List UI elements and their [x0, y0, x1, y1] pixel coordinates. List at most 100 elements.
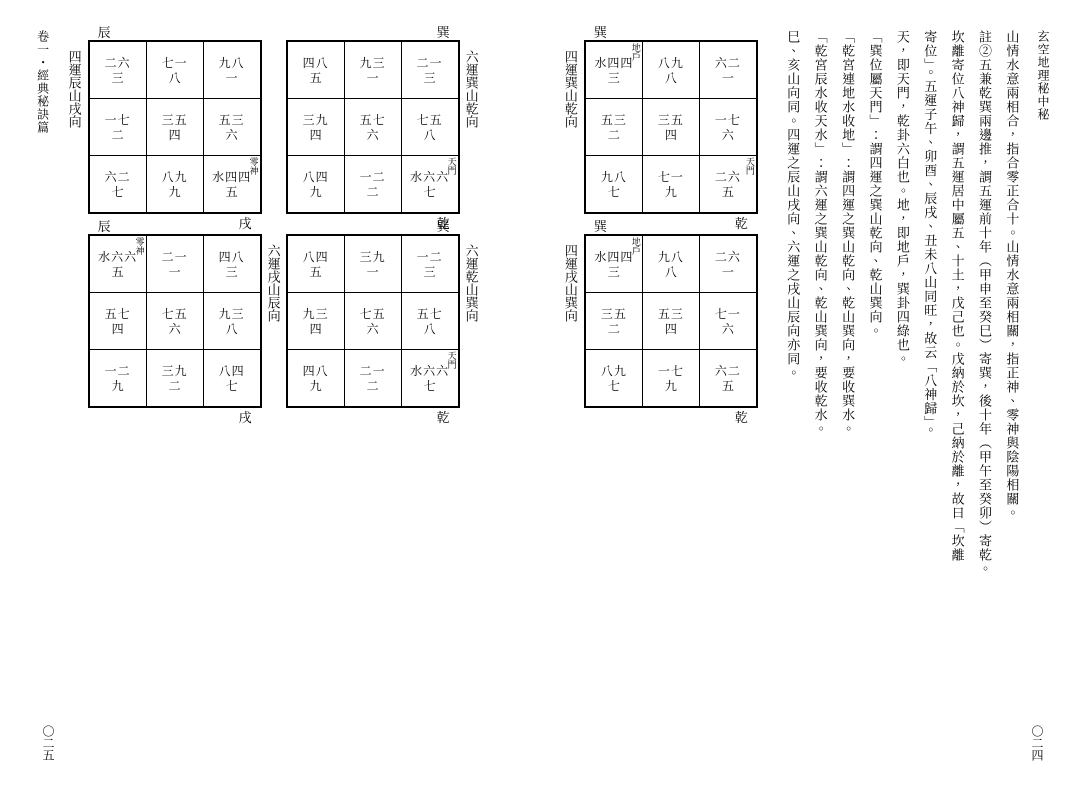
cell-stars: 六二	[702, 364, 754, 377]
text-line-1: 註②五兼乾巽兩邊推，謂五運前十年（甲申至癸巳）寄巽，後十年（甲午至癸卯）寄乾。	[974, 30, 997, 771]
cell-stars: 三五	[645, 113, 697, 126]
cell-stars: 五三	[645, 307, 697, 320]
cell-palace: 四	[92, 322, 144, 335]
palace-cell: 七五六	[146, 293, 203, 350]
cell-stars: 九八	[645, 250, 697, 263]
cell-palace: 四	[290, 128, 342, 141]
cell-palace: 六	[206, 128, 258, 141]
cell-palace: 一	[347, 265, 399, 278]
right-header: 玄空地理秘中秘	[1032, 30, 1054, 771]
grid-title: 四運巽山乾向	[562, 50, 581, 128]
palace-cell: 三九四	[287, 99, 345, 156]
palace-cell: 三五二	[585, 293, 643, 350]
cell-stars: 八九	[149, 170, 201, 183]
palace-cell: 五七六	[344, 99, 401, 156]
palace-cell: 一二二	[344, 156, 401, 214]
cell-palace: 六	[347, 322, 399, 335]
palace-cell: 水六六七天門	[401, 350, 459, 408]
palace-cell: 一二三	[401, 235, 459, 293]
dir-label-bottom: 乾	[735, 213, 748, 232]
cell-palace: 五	[290, 265, 342, 278]
cell-palace: 七	[404, 185, 456, 198]
cell-stars: 三九	[149, 364, 201, 377]
grid-6yun-qian: 巽乾六運乾山巽向八四五三九一一二三九三四七五六五七八四八九二一二水六六七天門	[286, 234, 460, 408]
nine-palace-grid: 八四五三九一一二三九三四七五六五七八四八九二一二水六六七天門	[286, 234, 460, 408]
text-line-8: 巳、亥山向同。四運之辰山戌向、六運之戌山辰向亦同。	[782, 30, 805, 771]
cell-stars: 六二	[92, 170, 144, 183]
palace-cell: 五三四	[642, 293, 699, 350]
cell-stars: 六二	[702, 56, 754, 69]
cell-stars: 二一	[347, 364, 399, 377]
cell-stars: 二一	[404, 56, 456, 69]
cell-stars: 一二	[404, 250, 456, 263]
palace-cell: 一二九	[89, 350, 147, 408]
cell-stars: 七五	[347, 307, 399, 320]
cell-stars: 七五	[149, 307, 201, 320]
cell-stars: 八四	[290, 250, 342, 263]
text-line-4: 天，即天門，乾卦六白也。地，即地戶，巽卦四綠也。	[891, 30, 914, 771]
palace-cell: 三五四	[642, 99, 699, 156]
text-line-5: 「巽位屬天門」：謂四運之巽山乾向、乾山巽向。	[864, 30, 887, 771]
cell-palace: 二	[347, 185, 399, 198]
palace-cell: 七一九	[642, 156, 699, 214]
palace-cell: 六二五	[699, 350, 757, 408]
palace-cell: 五三六	[203, 99, 261, 156]
cell-stars: 四八	[206, 250, 258, 263]
grid-4yun-xun: 巽乾四運巽山乾向水四四三地戶八九八六二一五三二三五四一七六九八七七一九二六五天門	[584, 40, 758, 214]
palace-cell: 二一二	[344, 350, 401, 408]
cell-stars: 二六	[702, 250, 754, 263]
cell-stars: 七一	[645, 170, 697, 183]
cell-palace: 九	[149, 185, 201, 198]
cell-stars: 一七	[92, 113, 144, 126]
grid-4yun-chen: 辰戌四運辰山戌向二六三七一八九八一一七二三五四五三六六二七八九九水四四五零神	[88, 40, 262, 214]
grid-6yun-xun: 巽乾六運巽山乾向四八五九三一二一三三九四五七六七五八八四九一二二水六六七天門	[286, 40, 460, 214]
cell-stars: 八四	[206, 364, 258, 377]
palace-cell: 七一六	[699, 293, 757, 350]
cell-stars: 五三	[588, 113, 640, 126]
cell-palace: 七	[206, 379, 258, 392]
cell-palace: 九	[645, 185, 697, 198]
cell-stars: 七一	[702, 307, 754, 320]
palace-cell: 二一一	[146, 235, 203, 293]
cell-palace: 一	[702, 71, 754, 84]
palace-cell: 一七六	[699, 99, 757, 156]
cell-stars: 三五	[588, 307, 640, 320]
palace-cell: 三九二	[146, 350, 203, 408]
palace-cell: 二六一	[699, 235, 757, 293]
palace-cell: 五七四	[89, 293, 147, 350]
cell-palace: 一	[347, 71, 399, 84]
cell-palace: 二	[149, 379, 201, 392]
nine-palace-grid: 水四四三地戶八九八六二一五三二三五四一七六九八七七一九二六五天門	[584, 40, 758, 214]
cell-palace: 九	[290, 185, 342, 198]
cell-palace: 四	[645, 128, 697, 141]
cell-palace: 五	[92, 265, 144, 278]
cell-palace: 五	[290, 71, 342, 84]
text-line-6: 「乾宮連地水收地」：謂四運之巽山乾向、乾山巽向，要收巽水。	[837, 30, 860, 771]
grid-title: 六運戌山辰向	[265, 244, 284, 322]
cell-palace: 九	[92, 379, 144, 392]
palace-cell: 四八三	[203, 235, 261, 293]
corner-note: 零神	[250, 157, 259, 175]
cell-palace: 七	[404, 379, 456, 392]
dir-label-bottom: 乾	[437, 407, 450, 426]
cell-palace: 三	[588, 71, 640, 84]
palace-cell: 水四四三地戶	[585, 235, 643, 293]
palace-cell: 七五六	[344, 293, 401, 350]
left-page-num: 〇二五	[40, 725, 57, 761]
text-line-2: 坎離寄位八神歸，謂五運居中屬五、十土，戊己也。戊納於坎，己納於離，故曰「坎離	[946, 30, 969, 771]
dir-label-bottom: 戌	[239, 407, 252, 426]
corner-note: 天門	[448, 157, 457, 175]
palace-cell: 三九一	[344, 235, 401, 293]
palace-cell: 水六六七天門	[401, 156, 459, 214]
palace-cell: 八四七	[203, 350, 261, 408]
cell-stars: 九三	[290, 307, 342, 320]
cell-palace: 二	[588, 322, 640, 335]
cell-stars: 五七	[404, 307, 456, 320]
palace-cell: 八九八	[642, 41, 699, 99]
cell-palace: 四	[290, 322, 342, 335]
grid-6yun-xu: 辰戌六運戌山辰向水六六五零神二一一四八三五七四七五六九三八一二九三九二八四七	[88, 234, 262, 408]
dir-label-top: 巽	[437, 216, 450, 235]
nine-palace-grid: 二六三七一八九八一一七二三五四五三六六二七八九九水四四五零神	[88, 40, 262, 214]
grid-title: 六運乾山巽向	[463, 244, 482, 322]
cell-stars: 三九	[290, 113, 342, 126]
